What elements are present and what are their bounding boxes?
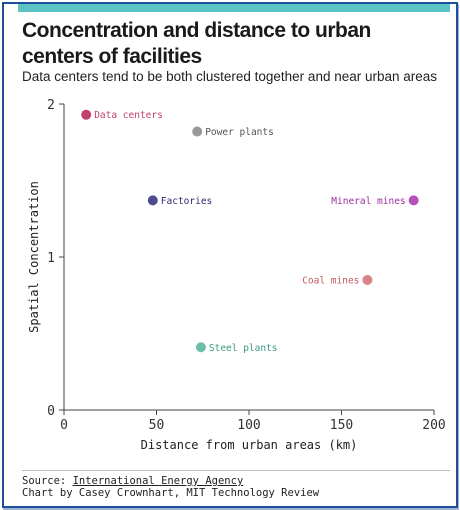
source-prefix: Source:: [22, 475, 73, 487]
source-link[interactable]: International Energy Agency: [72, 475, 244, 487]
point-label: Coal mines: [302, 275, 359, 286]
x-axis-label: Distance from urban areas (km): [141, 438, 358, 452]
y-tick-label: 2: [47, 98, 55, 113]
chart-title: Concentration and distance to urban cent…: [22, 19, 371, 68]
point-label: Power plants: [205, 127, 274, 138]
x-tick-label: 200: [422, 418, 445, 433]
data-point[interactable]: [408, 195, 419, 206]
data-point[interactable]: [81, 109, 92, 120]
x-tick-label: 100: [237, 418, 260, 433]
accent-bar: [18, 4, 450, 12]
data-point[interactable]: [147, 195, 158, 206]
x-tick-label: 150: [330, 418, 353, 433]
data-point[interactable]: [362, 274, 373, 285]
chart-axes: 0 50 100 150 200 0 1 2: [47, 98, 446, 433]
data-point[interactable]: [192, 126, 203, 137]
point-label: Data centers: [94, 110, 163, 121]
point-label: Factories: [161, 196, 212, 207]
credit-line: Chart by Casey Crownhart, MIT Technology…: [22, 487, 320, 499]
data-point[interactable]: [195, 342, 206, 353]
point-label: Mineral mines: [331, 196, 405, 207]
point-label: Steel plants: [209, 343, 278, 354]
chart-points: Data centers Power plants Factories Mineral…: [81, 109, 419, 354]
scatter-chart: 0 50 100 150 200 0 1 2 Data centers Power plants…: [27, 98, 446, 452]
footer-divider: [22, 470, 450, 471]
x-tick-label: 0: [60, 418, 68, 433]
y-axis-label: Spatial Concentration: [27, 181, 41, 333]
source-line: Source: International Energy Agency: [22, 475, 452, 487]
y-tick-label: 0: [47, 404, 55, 419]
x-tick-label: 50: [149, 418, 165, 433]
footer: Source: International Energy Agency Char…: [22, 475, 452, 499]
chart-subtitle: Data centers tend to be both clustered t…: [22, 69, 438, 84]
y-tick-label: 1: [47, 251, 55, 266]
